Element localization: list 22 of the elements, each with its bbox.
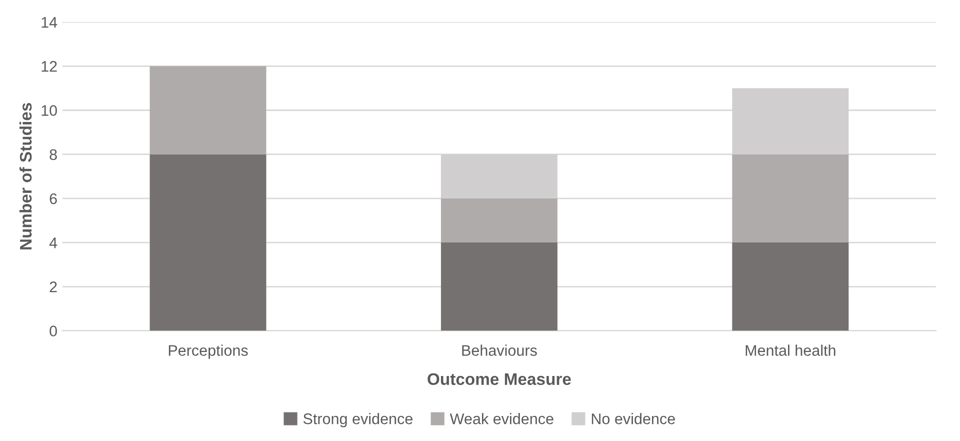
y-tick-label: 8 bbox=[50, 149, 57, 160]
bar bbox=[440, 242, 558, 331]
x-tick-label: Perceptions bbox=[168, 344, 248, 359]
bar bbox=[150, 66, 266, 154]
y-tick-label: 14 bbox=[42, 17, 58, 28]
bar bbox=[732, 242, 849, 331]
legend-label: No evidence bbox=[592, 413, 675, 424]
x-tick-label: Behaviours bbox=[462, 344, 537, 356]
x-tick-label: Mental health bbox=[746, 344, 836, 356]
legend-label: Weak evidence bbox=[450, 413, 554, 424]
bar bbox=[150, 154, 266, 331]
y-tick-label: 2 bbox=[50, 282, 57, 292]
legend-label: Strong evidence bbox=[303, 413, 412, 428]
x-axis-title: Outcome Measure bbox=[428, 373, 571, 386]
y-tick-label: 0 bbox=[50, 326, 57, 336]
y-tick-label: 12 bbox=[42, 61, 57, 72]
y-tick-label: 4 bbox=[49, 238, 58, 248]
y-tick-label: 6 bbox=[50, 193, 57, 204]
bar bbox=[440, 198, 558, 243]
bar bbox=[732, 154, 849, 243]
y-tick-label: 10 bbox=[42, 105, 57, 116]
y-axis-title: Number of Studies bbox=[19, 103, 32, 250]
